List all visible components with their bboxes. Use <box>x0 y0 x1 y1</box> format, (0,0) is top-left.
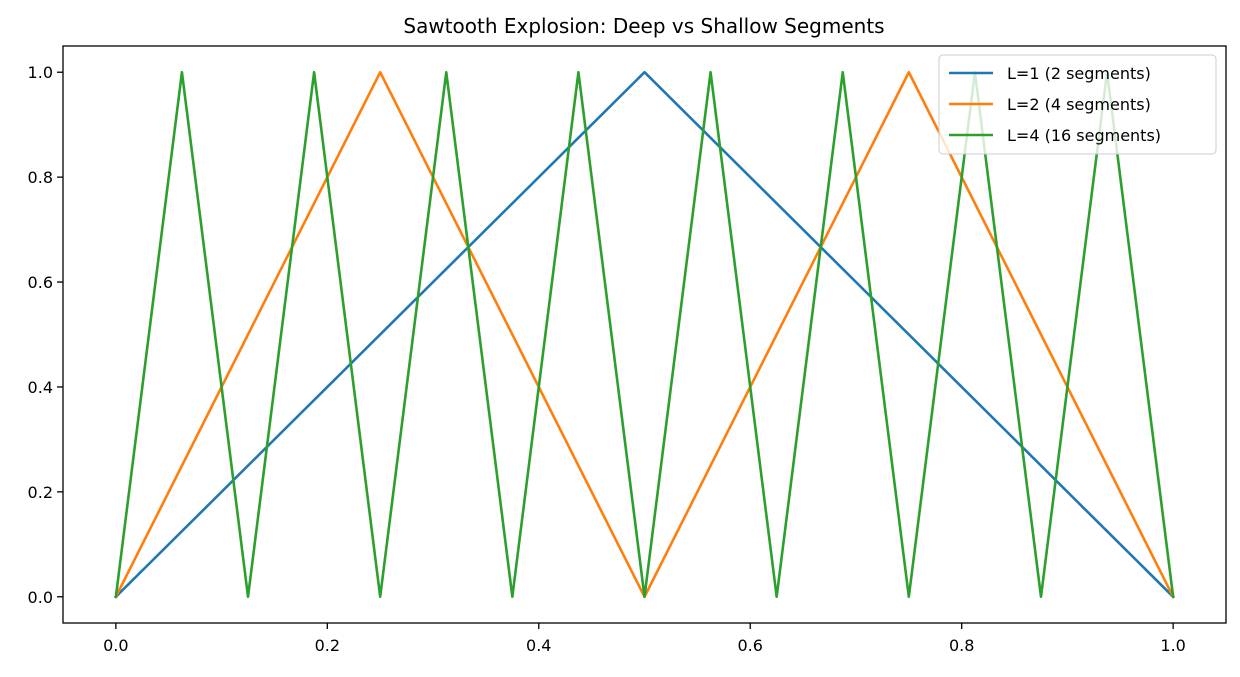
legend: L=1 (2 segments) L=2 (4 segments) L=4 (16 … <box>938 54 1217 155</box>
x-tick-label: 0.8 <box>949 636 974 655</box>
y-axis: 0.0 0.2 0.4 0.6 0.8 1.0 <box>28 63 63 607</box>
x-axis: 0.0 0.2 0.4 0.6 0.8 1.0 <box>103 623 1186 655</box>
x-tick-label: 0.0 <box>103 636 128 655</box>
y-tick-label: 0.8 <box>28 168 53 187</box>
y-tick-label: 0.2 <box>28 483 53 502</box>
series-line-1 <box>114 70 1175 599</box>
x-tick-label: 0.6 <box>738 636 763 655</box>
chart-title: Sawtooth Explosion: Deep vs Shallow Segm… <box>403 14 884 38</box>
y-tick-label: 0.0 <box>28 588 53 607</box>
x-tick-label: 1.0 <box>1160 636 1185 655</box>
legend-label-3: L=4 (16 segments) <box>1007 126 1161 145</box>
legend-box <box>938 54 1217 155</box>
x-tick-label: 0.2 <box>315 636 340 655</box>
y-tick-label: 0.6 <box>28 273 53 292</box>
y-tick-label: 1.0 <box>28 63 53 82</box>
series-line-3 <box>114 70 1175 599</box>
legend-label-2: L=2 (4 segments) <box>1007 95 1151 114</box>
y-tick-label: 0.4 <box>28 378 53 397</box>
plot-frame <box>62 45 1227 624</box>
legend-label-1: L=1 (2 segments) <box>1007 64 1151 83</box>
series-layer <box>114 70 1175 599</box>
x-tick-label: 0.4 <box>526 636 551 655</box>
